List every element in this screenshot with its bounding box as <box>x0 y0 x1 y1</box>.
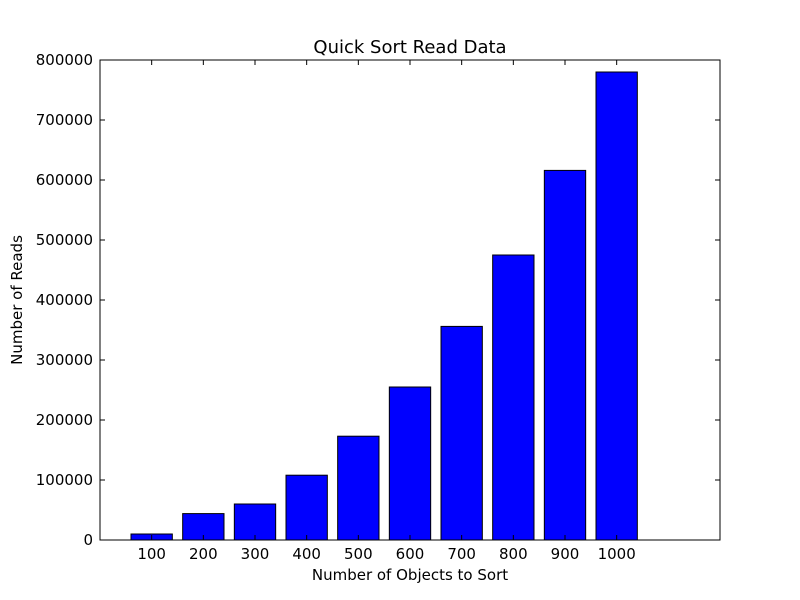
bar-200 <box>182 513 225 541</box>
y-tick-label: 400000 <box>36 291 93 309</box>
bar-500 <box>337 435 380 541</box>
y-axis-title: Number of Reads <box>8 235 26 365</box>
bars-group <box>130 71 638 541</box>
y-tick-label: 600000 <box>36 171 93 189</box>
y-tick-label: 200000 <box>36 411 93 429</box>
x-axis-ticks: 100 200 300 400 500 600 700 800 900 1000 <box>137 60 636 563</box>
y-axis-ticks: 0 100000 200000 300000 400000 500000 600000 700… <box>36 51 720 549</box>
bar-400 <box>285 474 328 541</box>
y-tick-label: 0 <box>83 531 93 549</box>
bar-1000 <box>595 71 638 541</box>
x-tick-label: 800 <box>499 545 528 563</box>
bar-800 <box>492 254 535 541</box>
bar-700 <box>440 325 483 541</box>
y-tick-label: 700000 <box>36 111 93 129</box>
x-tick-label: 200 <box>189 545 218 563</box>
y-tick-label: 800000 <box>36 51 93 69</box>
y-tick-label: 100000 <box>36 471 93 489</box>
bar-600 <box>388 386 432 541</box>
chart-title: Quick Sort Read Data <box>313 37 506 58</box>
x-tick-label: 900 <box>551 545 580 563</box>
x-tick-label: 1000 <box>598 545 636 563</box>
x-tick-label: 100 <box>137 545 166 563</box>
y-tick-label: 300000 <box>36 351 93 369</box>
x-tick-label: 600 <box>396 545 425 563</box>
x-tick-label: 400 <box>292 545 321 563</box>
x-axis-title: Number of Objects to Sort <box>312 566 508 584</box>
x-tick-label: 300 <box>241 545 270 563</box>
bar-900 <box>543 169 587 541</box>
x-tick-label: 700 <box>447 545 476 563</box>
x-tick-label: 500 <box>344 545 373 563</box>
y-tick-label: 500000 <box>36 231 93 249</box>
bar-300 <box>233 503 277 541</box>
